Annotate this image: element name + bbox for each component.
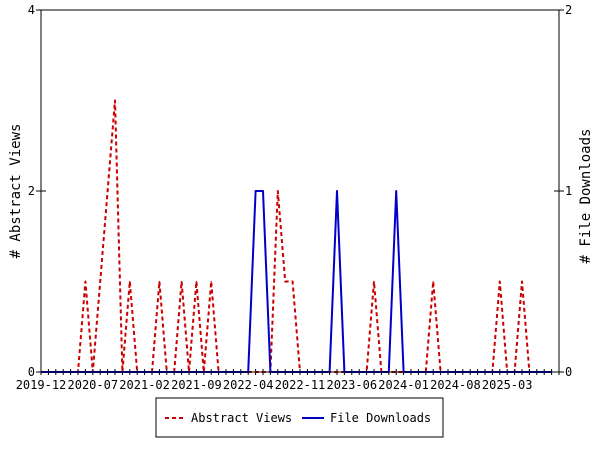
data-point: [158, 280, 160, 283]
x-tick-label: 2022-04: [223, 378, 274, 392]
data-point: [129, 280, 131, 283]
data-point: [84, 280, 86, 283]
data-point: [107, 190, 109, 192]
x-tick-label: 2024-08: [430, 378, 481, 392]
data-point: [373, 280, 375, 283]
plot-area: [40, 9, 560, 373]
data-point: [114, 99, 116, 102]
x-tick-label: 2023-06: [327, 378, 378, 392]
data-point: [432, 280, 434, 283]
data-point: [292, 280, 294, 283]
y2-axis-tick-labels: 0 1 2: [565, 3, 572, 379]
data-point: [255, 190, 257, 192]
data-point: [284, 280, 286, 283]
data-point: [521, 280, 523, 283]
x-axis-tick-labels: 2019-12 2020-07 2021-02 2021-09 2022-04 2022-…: [16, 378, 533, 392]
y-tick-label: 2: [28, 184, 35, 198]
x-tick-label: 2021-09: [171, 378, 222, 392]
y2-tick-label: 2: [565, 3, 572, 17]
data-point: [262, 190, 264, 192]
legend-box: [155, 397, 444, 438]
y2-tick-label: 1: [565, 184, 572, 198]
data-point: [99, 280, 101, 283]
legend-label-abstract-views: Abstract Views: [191, 411, 292, 425]
x-tick-label: 2020-07: [68, 378, 119, 392]
data-point: [499, 280, 501, 283]
y2-axis-label: # File Downloads: [578, 129, 594, 264]
data-point: [395, 190, 397, 192]
data-point: [210, 280, 212, 283]
x-tick-label: 2024-01: [378, 378, 429, 392]
x-tick-label: 2022-11: [275, 378, 326, 392]
y-axis-ticks: [36, 9, 564, 373]
series-layer: [40, 99, 553, 373]
y2-tick-label: 0: [565, 365, 572, 379]
series-line-abstract-views: [41, 99, 552, 373]
x-tick-label: 2025-03: [482, 378, 533, 392]
x-tick-label: 2019-12: [16, 378, 67, 392]
y-tick-label: 0: [28, 365, 35, 379]
data-point: [181, 280, 183, 283]
data-point: [277, 190, 279, 192]
y-axis-label: # Abstract Views: [8, 124, 24, 259]
data-point: [336, 190, 338, 192]
series-line-file-downloads: [41, 190, 552, 373]
x-tick-label: 2021-02: [119, 378, 170, 392]
data-point: [195, 280, 197, 283]
legend-label-file-downloads: File Downloads: [330, 411, 431, 425]
y-axis-tick-labels: 0 2 4: [28, 3, 35, 379]
legend: Abstract Views File Downloads: [155, 397, 444, 438]
y-tick-label: 4: [28, 3, 35, 17]
